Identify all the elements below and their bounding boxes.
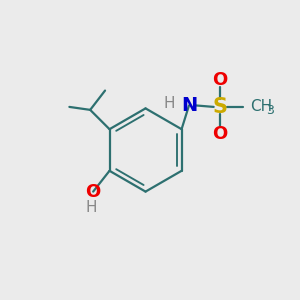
Text: 3: 3 — [266, 104, 274, 117]
Text: N: N — [181, 96, 197, 115]
Text: O: O — [85, 183, 101, 201]
Text: O: O — [213, 71, 228, 89]
Text: S: S — [213, 97, 228, 117]
Text: H: H — [164, 95, 176, 110]
Text: O: O — [213, 125, 228, 143]
Text: CH: CH — [250, 99, 272, 114]
Text: H: H — [86, 200, 98, 215]
